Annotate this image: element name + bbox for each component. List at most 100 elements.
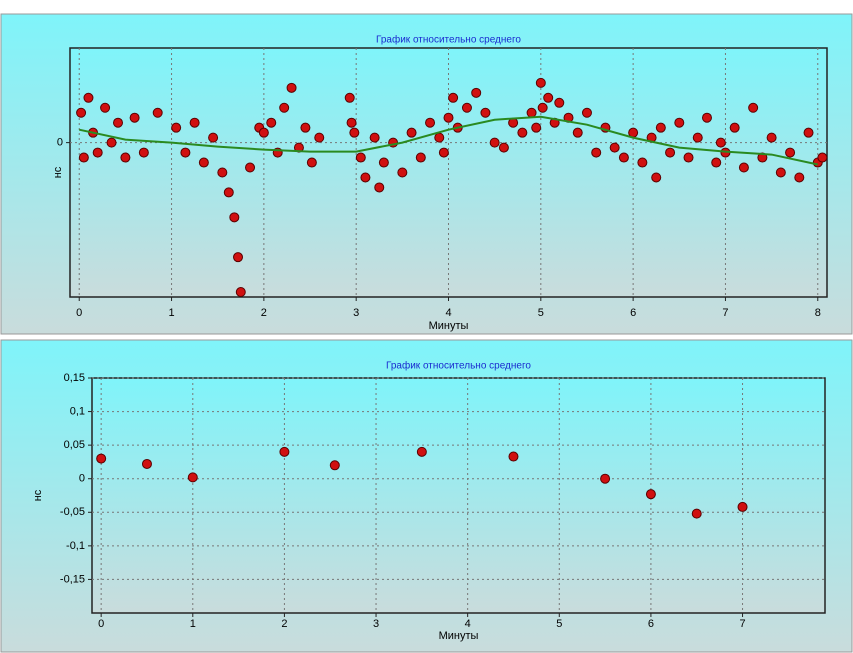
point xyxy=(738,162,749,173)
point xyxy=(817,152,828,163)
point xyxy=(691,508,702,519)
point xyxy=(609,142,620,153)
point xyxy=(674,117,685,128)
point xyxy=(229,212,240,223)
point xyxy=(189,117,200,128)
x-tick-label: 6 xyxy=(630,307,636,319)
point xyxy=(113,117,124,128)
point xyxy=(138,147,149,158)
chart-title: График относительно среднего xyxy=(376,34,521,46)
point xyxy=(245,162,256,173)
y-tick-label: 0,1 xyxy=(70,405,85,417)
x-tick-label: 7 xyxy=(739,618,745,630)
point xyxy=(346,117,357,128)
point xyxy=(415,152,426,163)
point xyxy=(198,157,209,168)
point xyxy=(729,122,740,133)
x-tick-label: 5 xyxy=(556,618,562,630)
x-tick-label: 1 xyxy=(190,618,196,630)
point xyxy=(715,137,726,148)
chart-title: График относительно среднего xyxy=(386,360,531,372)
point xyxy=(434,132,445,143)
point xyxy=(279,446,290,457)
point xyxy=(106,137,117,148)
point xyxy=(655,122,666,133)
point xyxy=(737,501,748,512)
point xyxy=(360,172,371,183)
point xyxy=(471,87,482,98)
point xyxy=(531,122,542,133)
point xyxy=(489,137,500,148)
point xyxy=(306,157,317,168)
point xyxy=(76,107,87,118)
point xyxy=(141,458,152,469)
point xyxy=(344,92,355,103)
x-tick-label: 2 xyxy=(281,618,287,630)
point xyxy=(92,147,103,158)
point xyxy=(223,187,234,198)
point xyxy=(349,127,360,138)
point xyxy=(120,152,131,163)
y-tick-label: 0,05 xyxy=(64,439,85,451)
point xyxy=(100,102,111,113)
point xyxy=(83,92,94,103)
point xyxy=(374,182,385,193)
point xyxy=(665,147,676,158)
plot-area xyxy=(91,377,826,614)
point xyxy=(258,127,269,138)
point xyxy=(461,102,472,113)
point xyxy=(572,127,583,138)
x-tick-label: 0 xyxy=(76,307,82,319)
point xyxy=(581,107,592,118)
point xyxy=(300,122,311,133)
point xyxy=(329,460,340,471)
point xyxy=(416,446,427,457)
y-tick-label: -0,05 xyxy=(60,506,85,518)
point xyxy=(443,112,454,123)
point xyxy=(748,102,759,113)
point xyxy=(775,167,786,178)
y-tick-label: 0 xyxy=(57,137,63,149)
point xyxy=(187,472,198,483)
point xyxy=(96,453,107,464)
point xyxy=(397,167,408,178)
point xyxy=(526,107,537,118)
point xyxy=(785,147,796,158)
y-tick-label: 0 xyxy=(79,473,85,485)
point xyxy=(448,92,459,103)
y-tick-label: -0,15 xyxy=(60,573,85,585)
x-tick-label: 3 xyxy=(353,307,359,319)
x-tick-label: 4 xyxy=(465,618,471,630)
point xyxy=(152,107,163,118)
point xyxy=(645,489,656,500)
point xyxy=(425,117,436,128)
point xyxy=(508,451,519,462)
point xyxy=(543,92,554,103)
point xyxy=(480,107,491,118)
x-tick-label: 8 xyxy=(815,307,821,319)
point xyxy=(171,122,182,133)
point xyxy=(498,142,509,153)
x-tick-label: 4 xyxy=(445,307,451,319)
x-tick-label: 2 xyxy=(261,307,267,319)
point xyxy=(406,127,417,138)
point xyxy=(554,97,565,108)
x-tick-label: 7 xyxy=(722,307,728,319)
x-tick-label: 6 xyxy=(648,618,654,630)
point xyxy=(517,127,528,138)
point xyxy=(535,77,546,88)
trend-line xyxy=(79,115,818,166)
x-tick-label: 1 xyxy=(168,307,174,319)
y-axis-label: нс xyxy=(32,489,44,501)
point xyxy=(279,102,290,113)
point xyxy=(651,172,662,183)
point xyxy=(369,132,380,143)
x-tick-label: 5 xyxy=(538,307,544,319)
point xyxy=(537,102,548,113)
point xyxy=(637,157,648,168)
x-tick-label: 0 xyxy=(98,618,104,630)
point xyxy=(803,127,814,138)
point xyxy=(438,147,449,158)
